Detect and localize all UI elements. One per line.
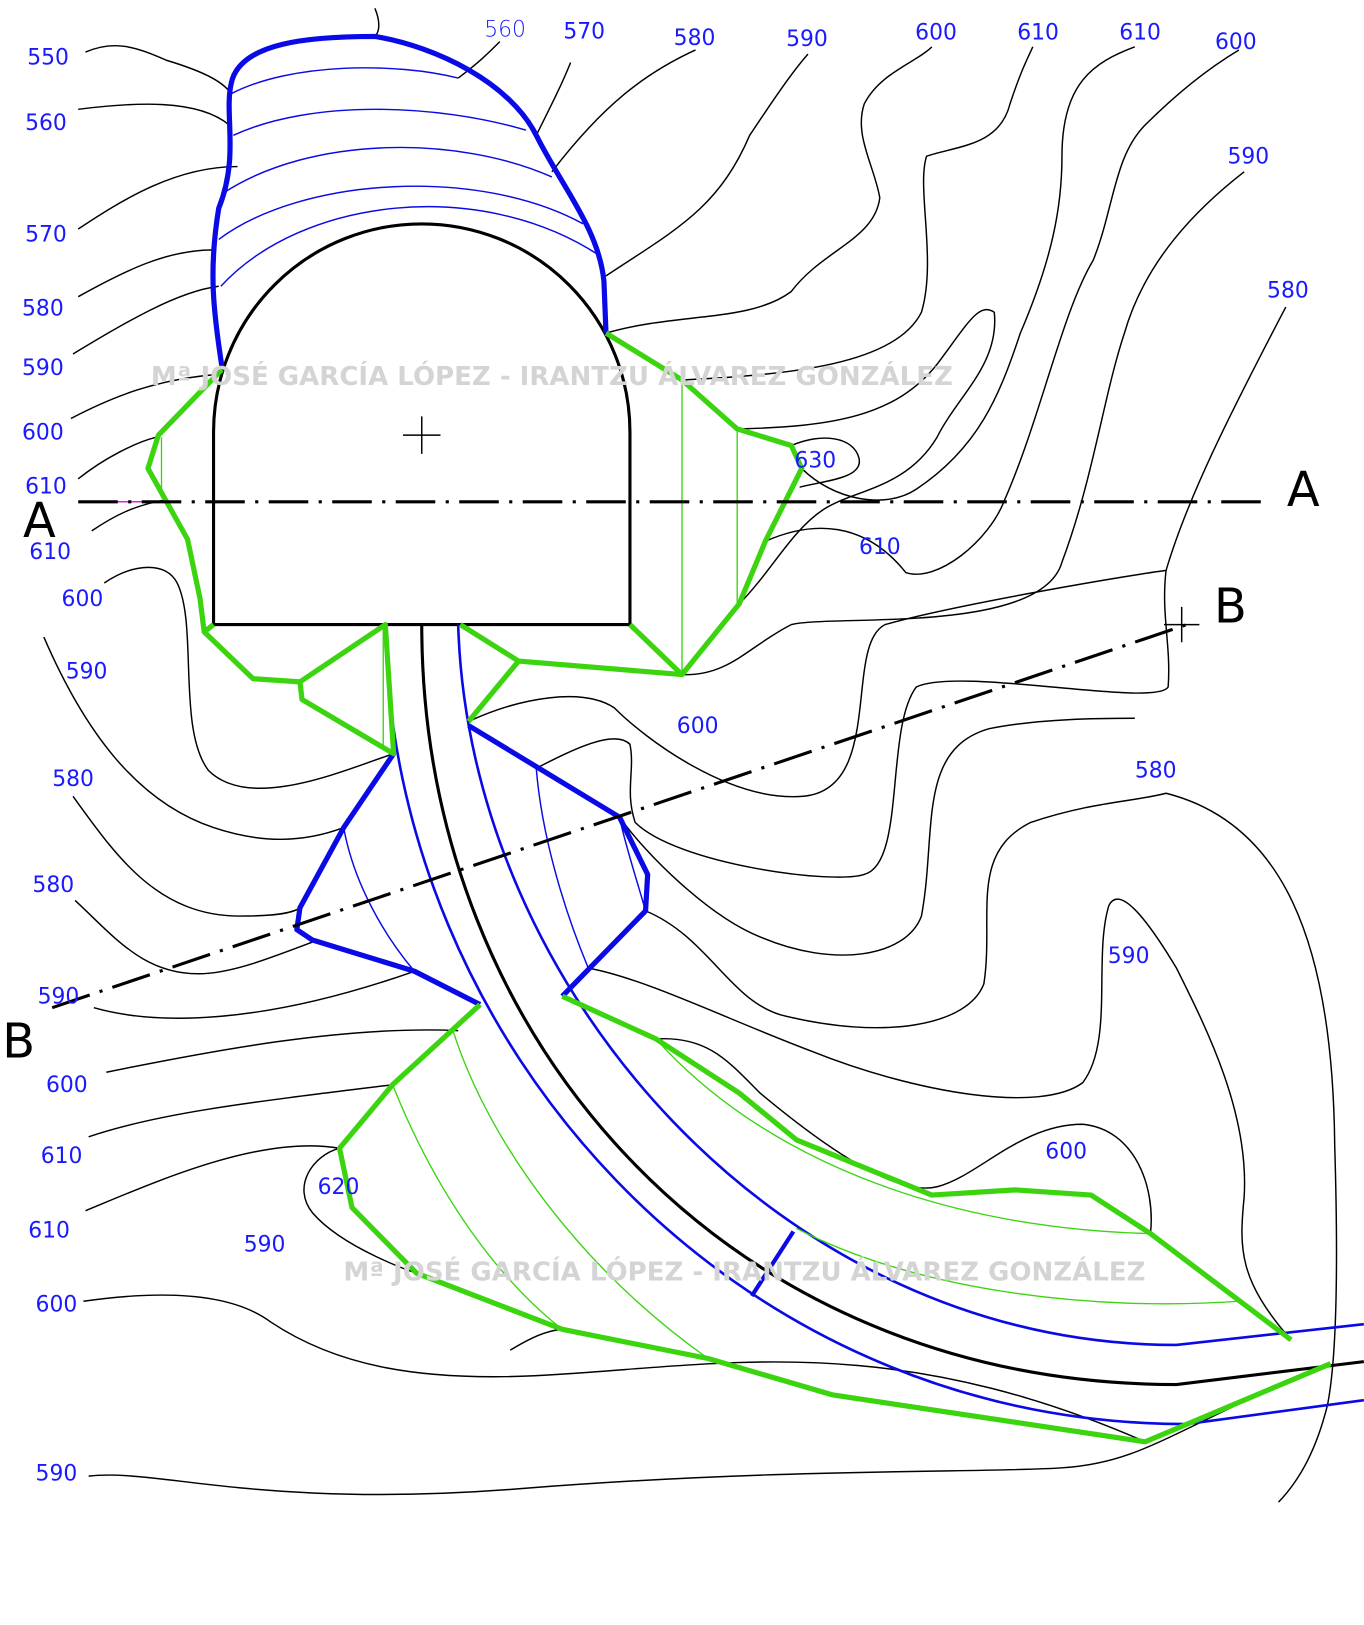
contour-label: 590 xyxy=(1108,944,1150,969)
contour-label: 570 xyxy=(563,20,605,45)
contour-label: 580 xyxy=(1267,279,1309,304)
contour-label: 600 xyxy=(677,714,719,739)
contour-label: 600 xyxy=(1045,1140,1087,1165)
section-label: A xyxy=(23,494,56,549)
contour-label: 600 xyxy=(22,420,64,445)
platform xyxy=(214,224,630,625)
contour-label: 580 xyxy=(1135,759,1177,784)
contour-label: 580 xyxy=(52,767,94,792)
contour-label: 590 xyxy=(1227,144,1269,169)
contour-label: 630 xyxy=(794,448,836,473)
map: 550 560 570 580 590 600 610 610 600 590 … xyxy=(0,0,1364,1625)
contour-label: 580 xyxy=(22,296,64,321)
contour-label: 590 xyxy=(244,1232,286,1257)
contour-label: 600 xyxy=(62,587,104,612)
contour-label: 590 xyxy=(66,660,108,685)
section-label: A xyxy=(1287,463,1320,518)
road xyxy=(385,625,1364,1424)
watermark: Mª JOSÉ GARCÍA LÓPEZ - IRANTZU ÁLVAREZ G… xyxy=(151,360,953,392)
sections xyxy=(52,502,1270,1008)
contour-label: 600 xyxy=(1215,30,1257,55)
contour-label: 560 xyxy=(484,17,526,42)
contour-label: 570 xyxy=(25,223,67,248)
contour-label: 580 xyxy=(674,26,716,51)
section-label: B xyxy=(2,1015,35,1070)
contour-label: 610 xyxy=(1017,21,1059,46)
contour-label: 610 xyxy=(28,1219,70,1244)
contour-label: 620 xyxy=(318,1175,360,1200)
contour-label: 560 xyxy=(25,111,67,136)
contour-label: 610 xyxy=(41,1144,83,1169)
contour-label: 610 xyxy=(859,535,901,560)
contour-label: 550 xyxy=(27,46,69,71)
contour-label: 600 xyxy=(36,1293,78,1318)
contour-label: 590 xyxy=(38,985,80,1010)
contour-label: 600 xyxy=(915,21,957,46)
contour-label: 590 xyxy=(22,356,64,381)
section-label: B xyxy=(1214,580,1247,635)
contour-label: 580 xyxy=(32,873,74,898)
cut-area xyxy=(213,36,793,1296)
contour-label: 590 xyxy=(786,27,828,52)
contour-label: 600 xyxy=(46,1073,88,1098)
watermark: Mª JOSÉ GARCÍA LÓPEZ - IRANTZU ÁLVAREZ G… xyxy=(343,1255,1145,1287)
contour-label: 590 xyxy=(36,1461,78,1486)
contour-label: 610 xyxy=(1119,21,1161,46)
labels: 550 560 570 580 590 600 610 610 600 590 … xyxy=(2,17,1320,1486)
